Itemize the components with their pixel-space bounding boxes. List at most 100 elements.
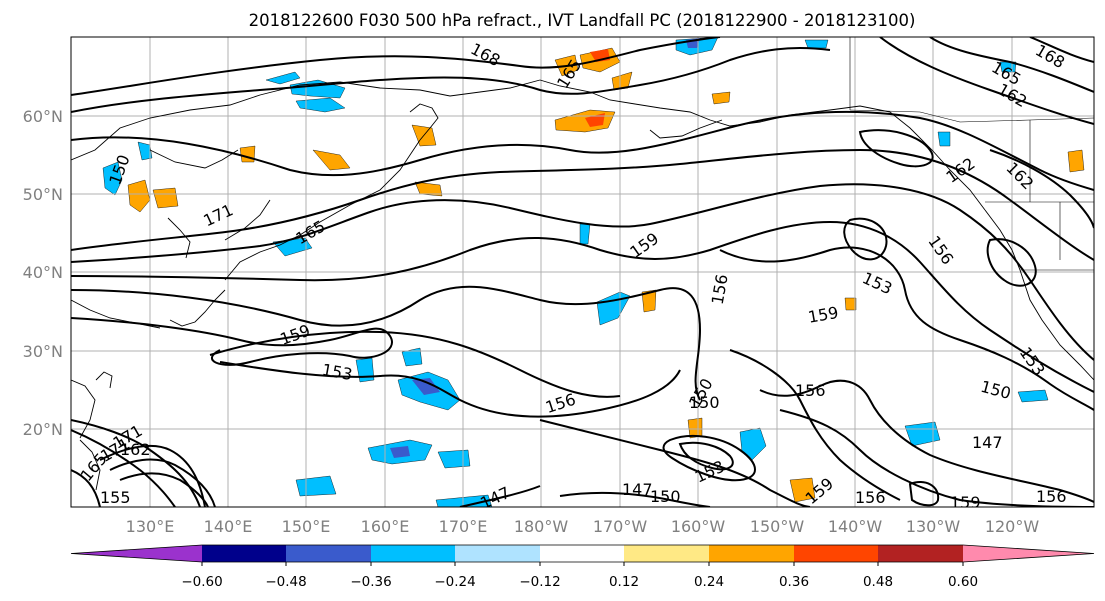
colorbar-bin bbox=[878, 545, 963, 562]
contour-label: 156 bbox=[855, 488, 886, 507]
shade-patch bbox=[312, 149, 351, 171]
shade-patch bbox=[596, 291, 631, 326]
shade-patch bbox=[390, 446, 410, 458]
colorbar-tick-label: 0.48 bbox=[863, 574, 893, 590]
lon-label: 180°W bbox=[514, 517, 569, 536]
colorbar bbox=[70, 544, 1095, 566]
lon-label: 160°E bbox=[361, 517, 410, 536]
shade-patch bbox=[437, 449, 471, 469]
contour-line bbox=[719, 246, 1094, 411]
colorbar-tick-label: 0.60 bbox=[948, 574, 978, 590]
colorbar-tick-label: −0.48 bbox=[265, 574, 306, 590]
shade-patch bbox=[641, 289, 657, 313]
contour-line bbox=[71, 285, 702, 401]
colorbar-bin bbox=[286, 545, 371, 562]
shade-patch bbox=[414, 181, 443, 197]
coastlines bbox=[71, 79, 1094, 491]
colorbar-bin bbox=[455, 545, 540, 562]
contour-line bbox=[986, 238, 1037, 287]
contour-line bbox=[729, 349, 901, 501]
colorbar-tick-label: −0.24 bbox=[434, 574, 475, 590]
lon-label: 130°E bbox=[126, 517, 175, 536]
shade-patch bbox=[435, 494, 493, 507]
colorbar-tick-label: −0.12 bbox=[519, 574, 560, 590]
shade-patch bbox=[711, 91, 731, 105]
shade-patch bbox=[152, 187, 179, 209]
shade-patch bbox=[137, 141, 153, 161]
colorbar-tick-labels: −0.60 −0.48 −0.36 −0.24 −0.12 0.12 0.24 … bbox=[181, 574, 978, 590]
contour-line bbox=[929, 37, 1094, 93]
shade-patch bbox=[295, 97, 346, 113]
colorbar-extend-high bbox=[963, 545, 1094, 562]
contour-line bbox=[908, 481, 940, 507]
shade-patch bbox=[412, 378, 440, 395]
contour-line bbox=[71, 110, 1094, 191]
colorbar-tick-label: 0.12 bbox=[609, 574, 639, 590]
refractivity-shading bbox=[102, 37, 1085, 507]
lat-label: 30°N bbox=[23, 342, 63, 361]
contour-line bbox=[539, 419, 811, 507]
contour-line bbox=[71, 220, 1094, 393]
contour-label: 155 bbox=[100, 488, 131, 507]
colorbar-bin bbox=[709, 545, 794, 562]
map-frame bbox=[70, 36, 1095, 508]
lon-label: 120°W bbox=[985, 517, 1040, 536]
contour-line bbox=[71, 47, 831, 113]
contour-line bbox=[759, 379, 1094, 503]
colorbar-tick-label: 0.36 bbox=[779, 574, 809, 590]
colorbar-bin bbox=[371, 545, 455, 562]
colorbar-bin bbox=[624, 545, 709, 562]
colorbar-tick-label: −0.60 bbox=[181, 574, 222, 590]
contour-line bbox=[71, 183, 1094, 361]
height-contours bbox=[71, 37, 1094, 507]
shade-patch bbox=[1017, 389, 1049, 403]
contour-label: 162 bbox=[120, 440, 151, 459]
map-area: 168 165 162 171 165 159 156 153 159 153 … bbox=[71, 37, 1094, 512]
contour-line bbox=[71, 37, 721, 96]
contour-line bbox=[879, 37, 1094, 125]
colorbar-bin bbox=[540, 545, 624, 562]
colorbar-bin bbox=[202, 545, 286, 562]
contour-label: 159 bbox=[950, 493, 981, 512]
lon-label: 160°W bbox=[671, 517, 726, 536]
contour-line bbox=[989, 149, 1094, 229]
contour-line bbox=[99, 444, 206, 507]
contour-line bbox=[843, 217, 888, 261]
lon-label: 140°E bbox=[204, 517, 253, 536]
lon-label: 130°W bbox=[906, 517, 961, 536]
lon-label: 170°E bbox=[439, 517, 488, 536]
contour-line bbox=[71, 429, 176, 507]
contour-label: 150 bbox=[689, 393, 720, 412]
latitude-labels: 60°N 50°N 40°N 30°N 20°N bbox=[23, 107, 63, 439]
contour-line bbox=[662, 434, 756, 482]
lat-label: 60°N bbox=[23, 107, 63, 126]
shade-patch bbox=[904, 421, 941, 447]
lat-label: 50°N bbox=[23, 185, 63, 204]
contour-label: 147 bbox=[622, 480, 653, 499]
shade-patch bbox=[579, 223, 591, 245]
shade-patch bbox=[401, 347, 423, 367]
shade-patch bbox=[789, 477, 816, 503]
shade-patch bbox=[265, 71, 301, 85]
contour-label: 150 bbox=[650, 487, 681, 506]
lon-label: 140°W bbox=[828, 517, 883, 536]
contour-line bbox=[109, 458, 216, 507]
contour-line bbox=[71, 469, 101, 507]
colorbar-extend-low bbox=[71, 545, 202, 562]
shade-patch bbox=[1067, 149, 1085, 173]
lat-label: 40°N bbox=[23, 263, 63, 282]
contour-line bbox=[559, 492, 711, 507]
contour-line bbox=[219, 361, 681, 418]
contour-label: 147 bbox=[972, 433, 1003, 452]
colorbar-bin bbox=[794, 545, 878, 562]
shade-patch bbox=[937, 131, 951, 147]
contour-label: 156 bbox=[795, 381, 826, 400]
lon-label: 170°W bbox=[593, 517, 648, 536]
contour-line bbox=[209, 330, 621, 398]
contour-label: 156 bbox=[1036, 487, 1067, 506]
shade-patch bbox=[804, 39, 829, 49]
contour-line bbox=[459, 485, 541, 507]
graticule bbox=[71, 37, 1094, 507]
contour-line bbox=[678, 441, 734, 471]
